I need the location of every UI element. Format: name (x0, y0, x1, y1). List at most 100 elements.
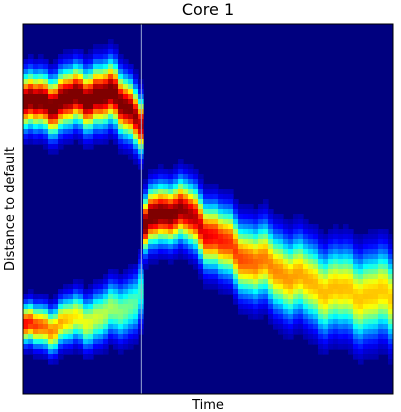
heatmap-cell (198, 184, 204, 190)
heatmap-cell (323, 259, 329, 265)
heatmap-cell (93, 344, 99, 350)
heatmap-cell (268, 299, 274, 305)
heatmap-cell (83, 114, 89, 120)
heatmap-cell (233, 204, 239, 210)
heatmap-cell (98, 59, 104, 65)
heatmap-cell (238, 209, 244, 215)
heatmap-cell (133, 324, 139, 330)
heatmap-cell (113, 289, 119, 295)
heatmap-cell (388, 299, 393, 305)
heatmap-cell (323, 269, 329, 275)
heatmap-cell (83, 109, 89, 115)
heatmap-cell (63, 304, 69, 310)
heatmap-cell (198, 239, 204, 245)
heatmap-cell (128, 309, 134, 315)
heatmap-cell (228, 229, 234, 235)
heatmap-cell (223, 244, 229, 250)
heatmap-cell (28, 99, 34, 105)
heatmap-cell (133, 119, 139, 125)
heatmap-cell (118, 114, 124, 120)
heatmap-cell (288, 334, 294, 340)
heatmap-cell (268, 304, 274, 310)
heatmap-cell (298, 329, 304, 335)
heatmap-cell (133, 94, 139, 100)
heatmap-cell (98, 279, 104, 285)
heatmap-cell (208, 259, 214, 265)
heatmap-cell (298, 289, 304, 295)
heatmap-cell (193, 239, 199, 245)
heatmap-cell (123, 99, 129, 105)
heatmap-cell (243, 244, 249, 250)
heatmap-cell (88, 114, 94, 120)
heatmap-cell (383, 324, 389, 330)
heatmap-cell (333, 224, 339, 230)
heatmap-cell (68, 129, 74, 135)
heatmap-cell (113, 309, 119, 315)
heatmap-cell (68, 339, 74, 345)
heatmap-cell (108, 49, 114, 55)
heatmap-cell (63, 134, 69, 140)
heatmap-cell (373, 259, 379, 265)
heatmap-cell (343, 299, 349, 305)
heatmap-cell (223, 199, 229, 205)
heatmap-cell (113, 319, 119, 325)
heatmap-cell (108, 104, 114, 110)
heatmap-cell (268, 274, 274, 280)
heatmap-cell (103, 44, 109, 50)
heatmap-cell (33, 74, 39, 80)
heatmap-cell (68, 69, 74, 75)
heatmap-cell (258, 259, 264, 265)
heatmap-cell (288, 259, 294, 265)
heatmap-cell (348, 234, 354, 240)
heatmap-cell (283, 224, 289, 230)
heatmap-cell (378, 249, 384, 255)
heatmap-cell (328, 274, 334, 280)
heatmap-cell (383, 284, 389, 290)
heatmap-cell (73, 94, 79, 100)
heatmap-cell (228, 274, 234, 280)
heatmap-cell (318, 314, 324, 320)
heatmap-cell (163, 174, 169, 180)
heatmap-cell (203, 199, 209, 205)
heatmap-cell (353, 234, 359, 240)
heatmap-cell (38, 344, 44, 350)
heatmap-cell (23, 319, 29, 325)
heatmap-cell (328, 244, 334, 250)
heatmap-cell (58, 99, 64, 105)
heatmap-cell (183, 189, 189, 195)
heatmap-cell (118, 279, 124, 285)
heatmap-cell (63, 139, 69, 145)
heatmap-cell (153, 239, 159, 245)
heatmap-cell (208, 229, 214, 235)
heatmap-cell (188, 254, 194, 260)
heatmap-cell (108, 124, 114, 130)
heatmap-cell (78, 319, 84, 325)
heatmap-cell (278, 249, 284, 255)
heatmap-cell (238, 254, 244, 260)
heatmap-cell (263, 299, 269, 305)
heatmap-cell (163, 184, 169, 190)
heatmap-cell (293, 254, 299, 260)
heatmap-cell (243, 259, 249, 265)
heatmap-cell (273, 309, 279, 315)
heatmap-cell (228, 269, 234, 275)
heatmap-cell (23, 349, 29, 355)
heatmap-cell (48, 69, 54, 75)
heatmap-cell (348, 239, 354, 245)
heatmap-cell (93, 339, 99, 345)
heatmap-cell (53, 129, 59, 135)
heatmap-cell (378, 344, 384, 350)
heatmap-cell (113, 114, 119, 120)
heatmap-cell (143, 179, 149, 185)
heatmap-cell (293, 329, 299, 335)
heatmap-cell (98, 294, 104, 300)
heatmap-cell (288, 244, 294, 250)
heatmap-cell (23, 299, 29, 305)
heatmap-cell (98, 109, 104, 115)
heatmap-cell (328, 339, 334, 345)
heatmap-cell (383, 239, 389, 245)
heatmap-cell (263, 304, 269, 310)
heatmap-cell (178, 199, 184, 205)
heatmap-cell (323, 314, 329, 320)
heatmap-cell (133, 264, 139, 270)
